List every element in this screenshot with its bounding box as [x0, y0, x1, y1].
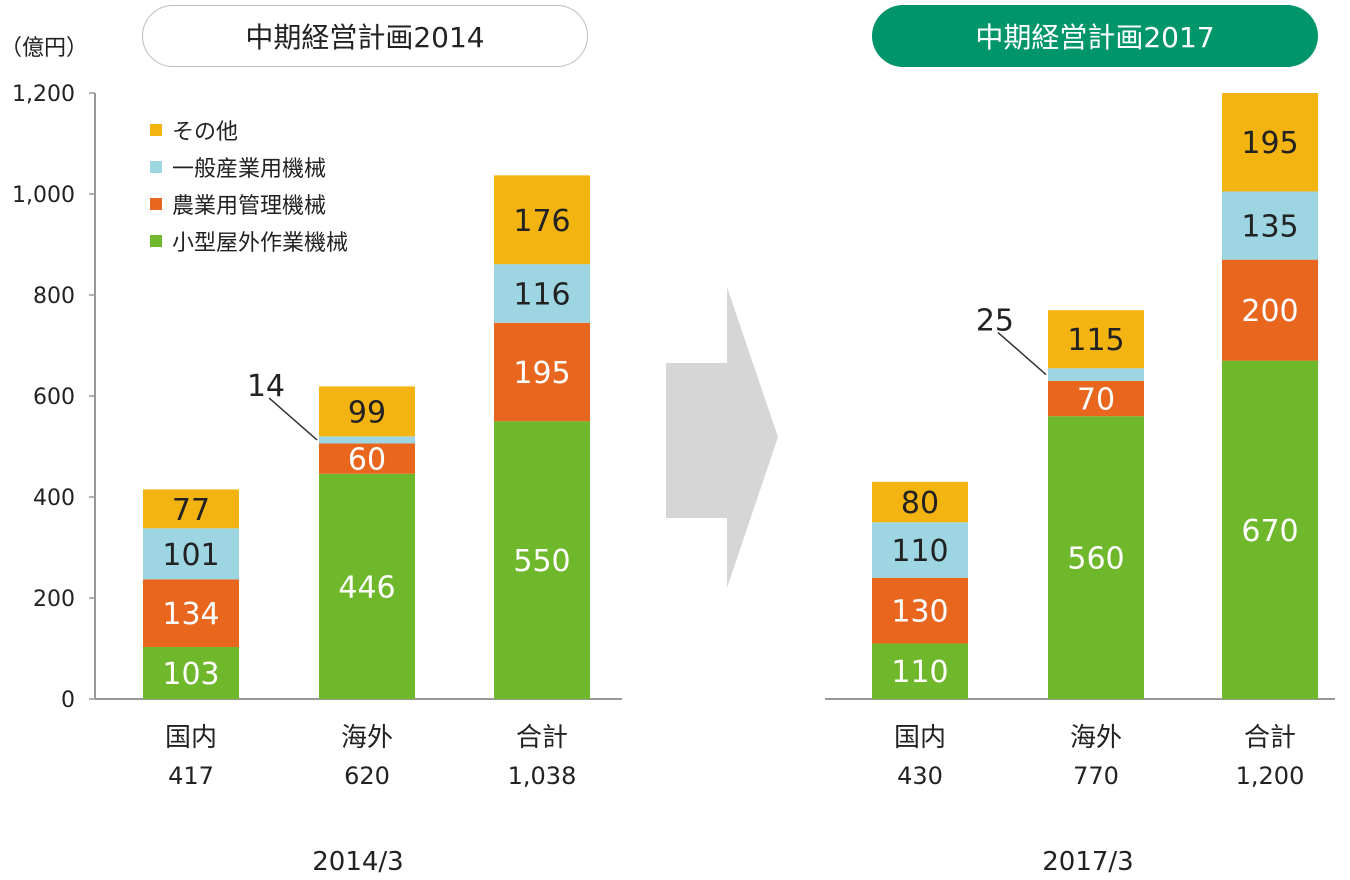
data-label: 110	[891, 534, 948, 569]
data-label: 195	[1241, 126, 1298, 161]
bar-segment	[143, 646, 239, 699]
data-label: 446	[338, 570, 395, 605]
bar-segment	[319, 443, 415, 474]
plan-2014-title: 中期経営計画2014	[142, 5, 588, 67]
callout-label: 14	[247, 369, 285, 404]
legend-swatch	[150, 235, 162, 247]
data-label: 135	[1241, 210, 1298, 245]
bar-segment	[1222, 93, 1318, 192]
bar-segment	[872, 481, 968, 523]
data-label: 110	[891, 655, 948, 690]
bar-segment	[1048, 380, 1144, 417]
category-total-label: 620	[344, 762, 390, 790]
category-total-label: 770	[1073, 762, 1119, 790]
data-label: 116	[513, 277, 570, 312]
bar-segment	[143, 579, 239, 647]
legend-label: 小型屋外作業機械	[172, 231, 348, 256]
category-label: 海外	[341, 723, 393, 753]
category-label: 海外	[1070, 723, 1122, 753]
bar-segment	[143, 528, 239, 580]
period-label: 2017/3	[1042, 847, 1133, 877]
data-label: 103	[162, 657, 219, 692]
bar-segment	[1048, 368, 1144, 381]
bar-segment	[319, 473, 415, 699]
callout-label: 25	[976, 304, 1014, 339]
category-total-label: 417	[168, 762, 214, 790]
y-tick-label: 800	[33, 284, 75, 309]
y-axis-unit-label: （億円）	[0, 36, 89, 61]
category-total-label: 1,200	[1236, 762, 1305, 790]
callout-leader-line	[268, 397, 318, 441]
y-tick-label: 0	[61, 688, 75, 713]
data-label: 99	[348, 395, 386, 430]
category-label: 合計	[1244, 723, 1296, 753]
data-label: 134	[162, 597, 219, 632]
data-label: 176	[513, 204, 570, 239]
category-total-label: 1,038	[508, 762, 577, 790]
y-tick-label: 1,200	[12, 82, 75, 107]
data-label: 70	[1077, 383, 1115, 418]
data-label: 130	[891, 595, 948, 630]
y-tick-label: 400	[33, 486, 75, 511]
category-label: 国内	[165, 723, 217, 753]
bar-segment	[494, 175, 590, 265]
category-label: 合計	[516, 723, 568, 753]
legend-label: 農業用管理機械	[172, 194, 326, 219]
legend-swatch	[150, 198, 162, 210]
legend-label: その他	[172, 120, 238, 145]
data-label: 670	[1241, 514, 1298, 549]
data-label: 550	[513, 544, 570, 579]
bar-segment	[1048, 416, 1144, 699]
category-total-label: 430	[897, 762, 943, 790]
legend-label: 一般産業用機械	[172, 157, 326, 182]
y-tick-label: 200	[33, 587, 75, 612]
bar-segment	[1222, 191, 1318, 260]
bar-segment	[872, 522, 968, 578]
period-label: 2014/3	[312, 847, 403, 877]
data-label: 101	[162, 538, 219, 573]
category-label: 国内	[894, 723, 946, 753]
data-label: 80	[901, 486, 939, 521]
data-label: 195	[513, 356, 570, 391]
data-label: 200	[1241, 294, 1298, 329]
legend-swatch	[150, 161, 162, 173]
bar-segment	[1048, 310, 1144, 369]
y-tick-label: 1,000	[12, 183, 75, 208]
bar-segment	[872, 577, 968, 644]
plan-2017-title: 中期経営計画2017	[872, 5, 1318, 67]
bar-segment	[143, 489, 239, 529]
bar-segment	[1222, 259, 1318, 361]
callout-leader-line	[997, 331, 1047, 376]
bar-segment	[1222, 360, 1318, 699]
y-tick-label: 600	[33, 385, 75, 410]
data-label: 77	[172, 493, 210, 528]
bar-segment	[319, 436, 415, 444]
transition-arrow	[666, 287, 778, 588]
bar-segment	[494, 264, 590, 323]
data-label: 560	[1067, 542, 1124, 577]
data-label: 60	[348, 443, 386, 478]
bar-segment	[319, 386, 415, 437]
data-label: 115	[1067, 323, 1124, 358]
bar-segment	[872, 643, 968, 699]
bar-segment	[494, 322, 590, 422]
legend-swatch	[150, 124, 162, 136]
bar-segment	[494, 421, 590, 699]
